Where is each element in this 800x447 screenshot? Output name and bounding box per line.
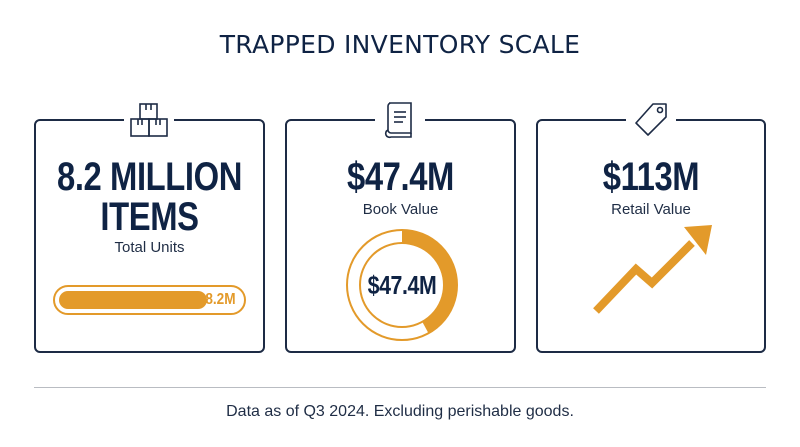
units-progress-bar: 8.2M (53, 285, 246, 315)
donut-center-label: $47.4M (367, 269, 437, 300)
book-value-donut (346, 229, 458, 341)
donut-filled-segment (402, 230, 457, 334)
units-progress-label: 8.2M (205, 291, 236, 308)
footer-divider (34, 387, 766, 388)
retail-value-label: Retail Value (611, 201, 691, 218)
page-title: TRAPPED INVENTORY SCALE (219, 30, 581, 59)
retail-value-card: $113M Retail Value (536, 119, 766, 353)
retail-value-amount: $113M (602, 155, 700, 199)
ledger-book-icon (375, 98, 425, 142)
total-units-value-line2: ITEMS (100, 195, 199, 239)
price-tag-icon (626, 98, 676, 142)
total-units-card: 8.2 MILLION ITEMS Total Units 8.2M (34, 119, 265, 353)
units-progress-fill (59, 291, 207, 309)
book-value-label: Book Value (362, 201, 439, 218)
footnote: Data as of Q3 2024. Excluding perishable… (226, 403, 574, 420)
book-value-card: $47.4M Book Value $47.4M (285, 119, 516, 353)
total-units-value: 8.2 MILLION ITEMS (56, 157, 242, 237)
total-units-label: Total Units (114, 239, 185, 256)
total-units-value-line1: 8.2 MILLION (56, 155, 243, 199)
trend-up-arrow-icon (593, 225, 712, 314)
boxes-icon (124, 98, 174, 142)
book-value-amount: $47.4M (347, 155, 454, 199)
